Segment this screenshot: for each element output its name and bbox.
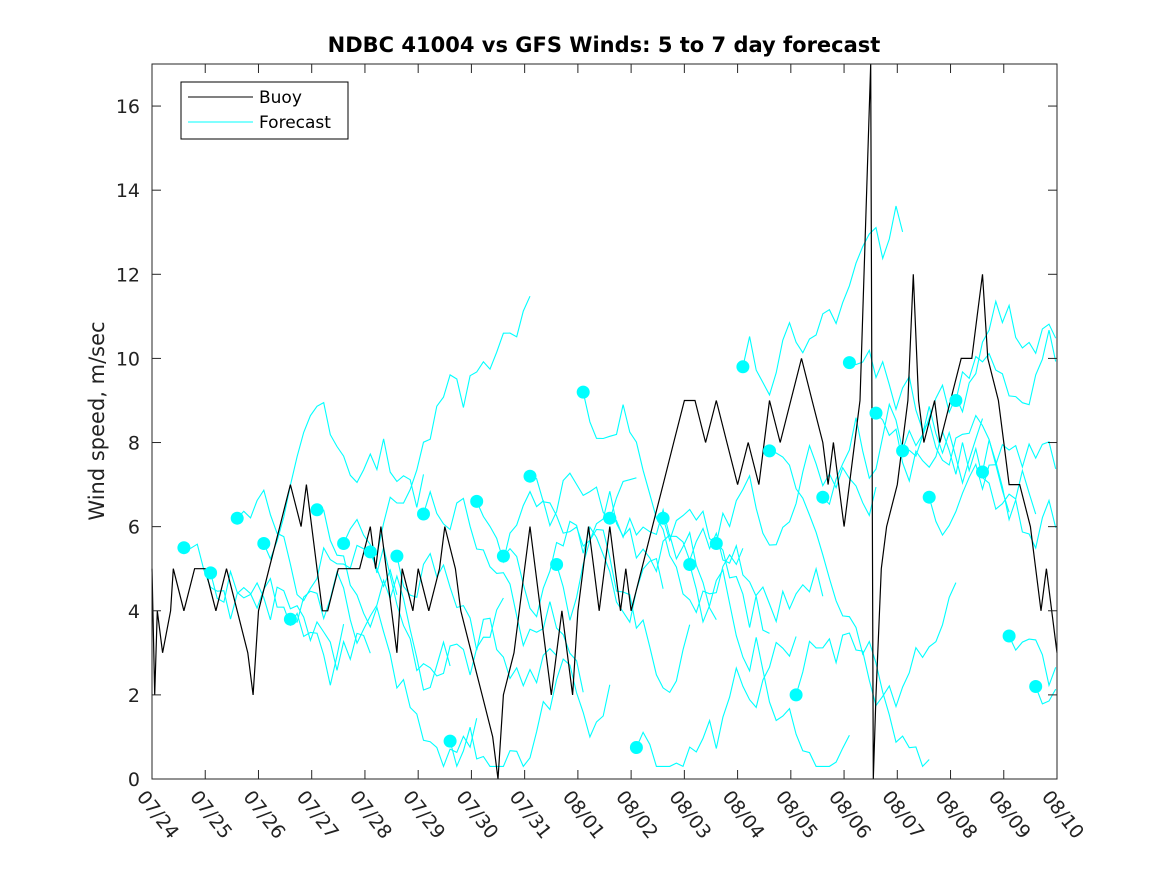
forecast-line-30 [981, 439, 1057, 550]
legend-forecast-label: Forecast [259, 113, 331, 133]
forecast-line-26 [875, 412, 1037, 515]
forecast-start-marker-2 [230, 511, 244, 525]
forecast-start-marker-18 [656, 511, 670, 525]
forecast-line-20 [715, 443, 877, 546]
forecast-start-marker-31 [1002, 629, 1016, 643]
y-tick-label-3: 6 [128, 517, 140, 539]
legend-buoy-label: Buoy [259, 88, 302, 108]
forecast-line-28 [928, 441, 1057, 537]
forecast-line-1 [210, 569, 371, 671]
forecast-start-marker-4 [283, 612, 297, 626]
forecast-line-31 [1008, 635, 1057, 688]
forecast-line-10 [449, 658, 611, 768]
forecast-start-marker-17 [629, 741, 643, 754]
forecast-line-8 [396, 552, 557, 688]
legend-box [180, 81, 349, 140]
forecast-start-marker-9 [417, 507, 430, 521]
forecast-line-22 [769, 450, 930, 768]
forecast-line-27 [902, 299, 1057, 458]
y-tick-label-8: 16 [116, 96, 140, 118]
forecast-start-marker-11 [470, 494, 484, 508]
forecast-start-marker-0 [177, 541, 191, 555]
forecast-line-19 [689, 564, 850, 767]
forecast-line-15 [582, 391, 744, 614]
forecast-start-marker-29 [949, 394, 963, 407]
y-tick-label-1: 2 [128, 685, 140, 707]
forecast-start-marker-25 [842, 356, 856, 370]
forecast-start-marker-22 [763, 444, 776, 458]
y-tick-label-7: 14 [116, 180, 140, 202]
forecast-start-marker-6 [337, 537, 351, 550]
forecast-line-17 [635, 636, 797, 768]
forecast-start-marker-1 [204, 566, 218, 580]
forecast-line-5 [316, 509, 478, 768]
forecast-start-marker-15 [576, 385, 590, 399]
forecast-start-marker-13 [523, 469, 537, 483]
y-tick-label-4: 8 [128, 433, 140, 455]
forecast-start-marker-26 [869, 406, 883, 420]
forecast-start-marker-30 [976, 465, 989, 479]
forecast-start-marker-14 [550, 558, 564, 571]
forecast-line-7 [370, 295, 531, 556]
forecast-line-21 [742, 205, 904, 397]
forecast-start-marker-5 [310, 503, 324, 517]
forecast-start-marker-10 [443, 734, 457, 748]
forecast-start-marker-12 [496, 549, 510, 563]
forecast-line-9 [422, 489, 584, 693]
forecast-start-marker-32 [1029, 680, 1043, 693]
forecast-start-marker-27 [896, 444, 910, 458]
y-tick-label-6: 12 [116, 264, 140, 286]
legend: Buoy Forecast [180, 81, 349, 140]
forecast-start-marker-24 [816, 490, 830, 504]
forecast-start-marker-21 [736, 360, 750, 374]
y-tick-label-0: 0 [128, 769, 140, 791]
y-tick-label-5: 10 [116, 348, 140, 370]
forecast-line-18 [662, 508, 824, 628]
y-tick-label-2: 4 [128, 601, 140, 623]
forecast-start-marker-23 [789, 688, 803, 702]
buoy-series-line [151, 63, 1058, 780]
chart-title: NDBC 41004 vs GFS Winds: 5 to 7 day fore… [328, 33, 881, 57]
forecast-line-29 [955, 329, 1057, 406]
plot-frame [151, 63, 1058, 780]
y-axis-label: Wind speed, m/sec [85, 321, 109, 520]
forecast-start-marker-28 [922, 490, 936, 504]
forecast-line-4 [290, 570, 451, 691]
forecast-line-13 [529, 475, 691, 694]
forecast-start-marker-3 [257, 537, 271, 550]
forecast-start-marker-20 [709, 537, 723, 550]
forecast-start-marker-19 [683, 558, 697, 571]
forecast-start-marker-7 [363, 545, 377, 559]
forecast-start-marker-16 [603, 511, 617, 525]
forecast-start-marker-8 [390, 549, 404, 563]
